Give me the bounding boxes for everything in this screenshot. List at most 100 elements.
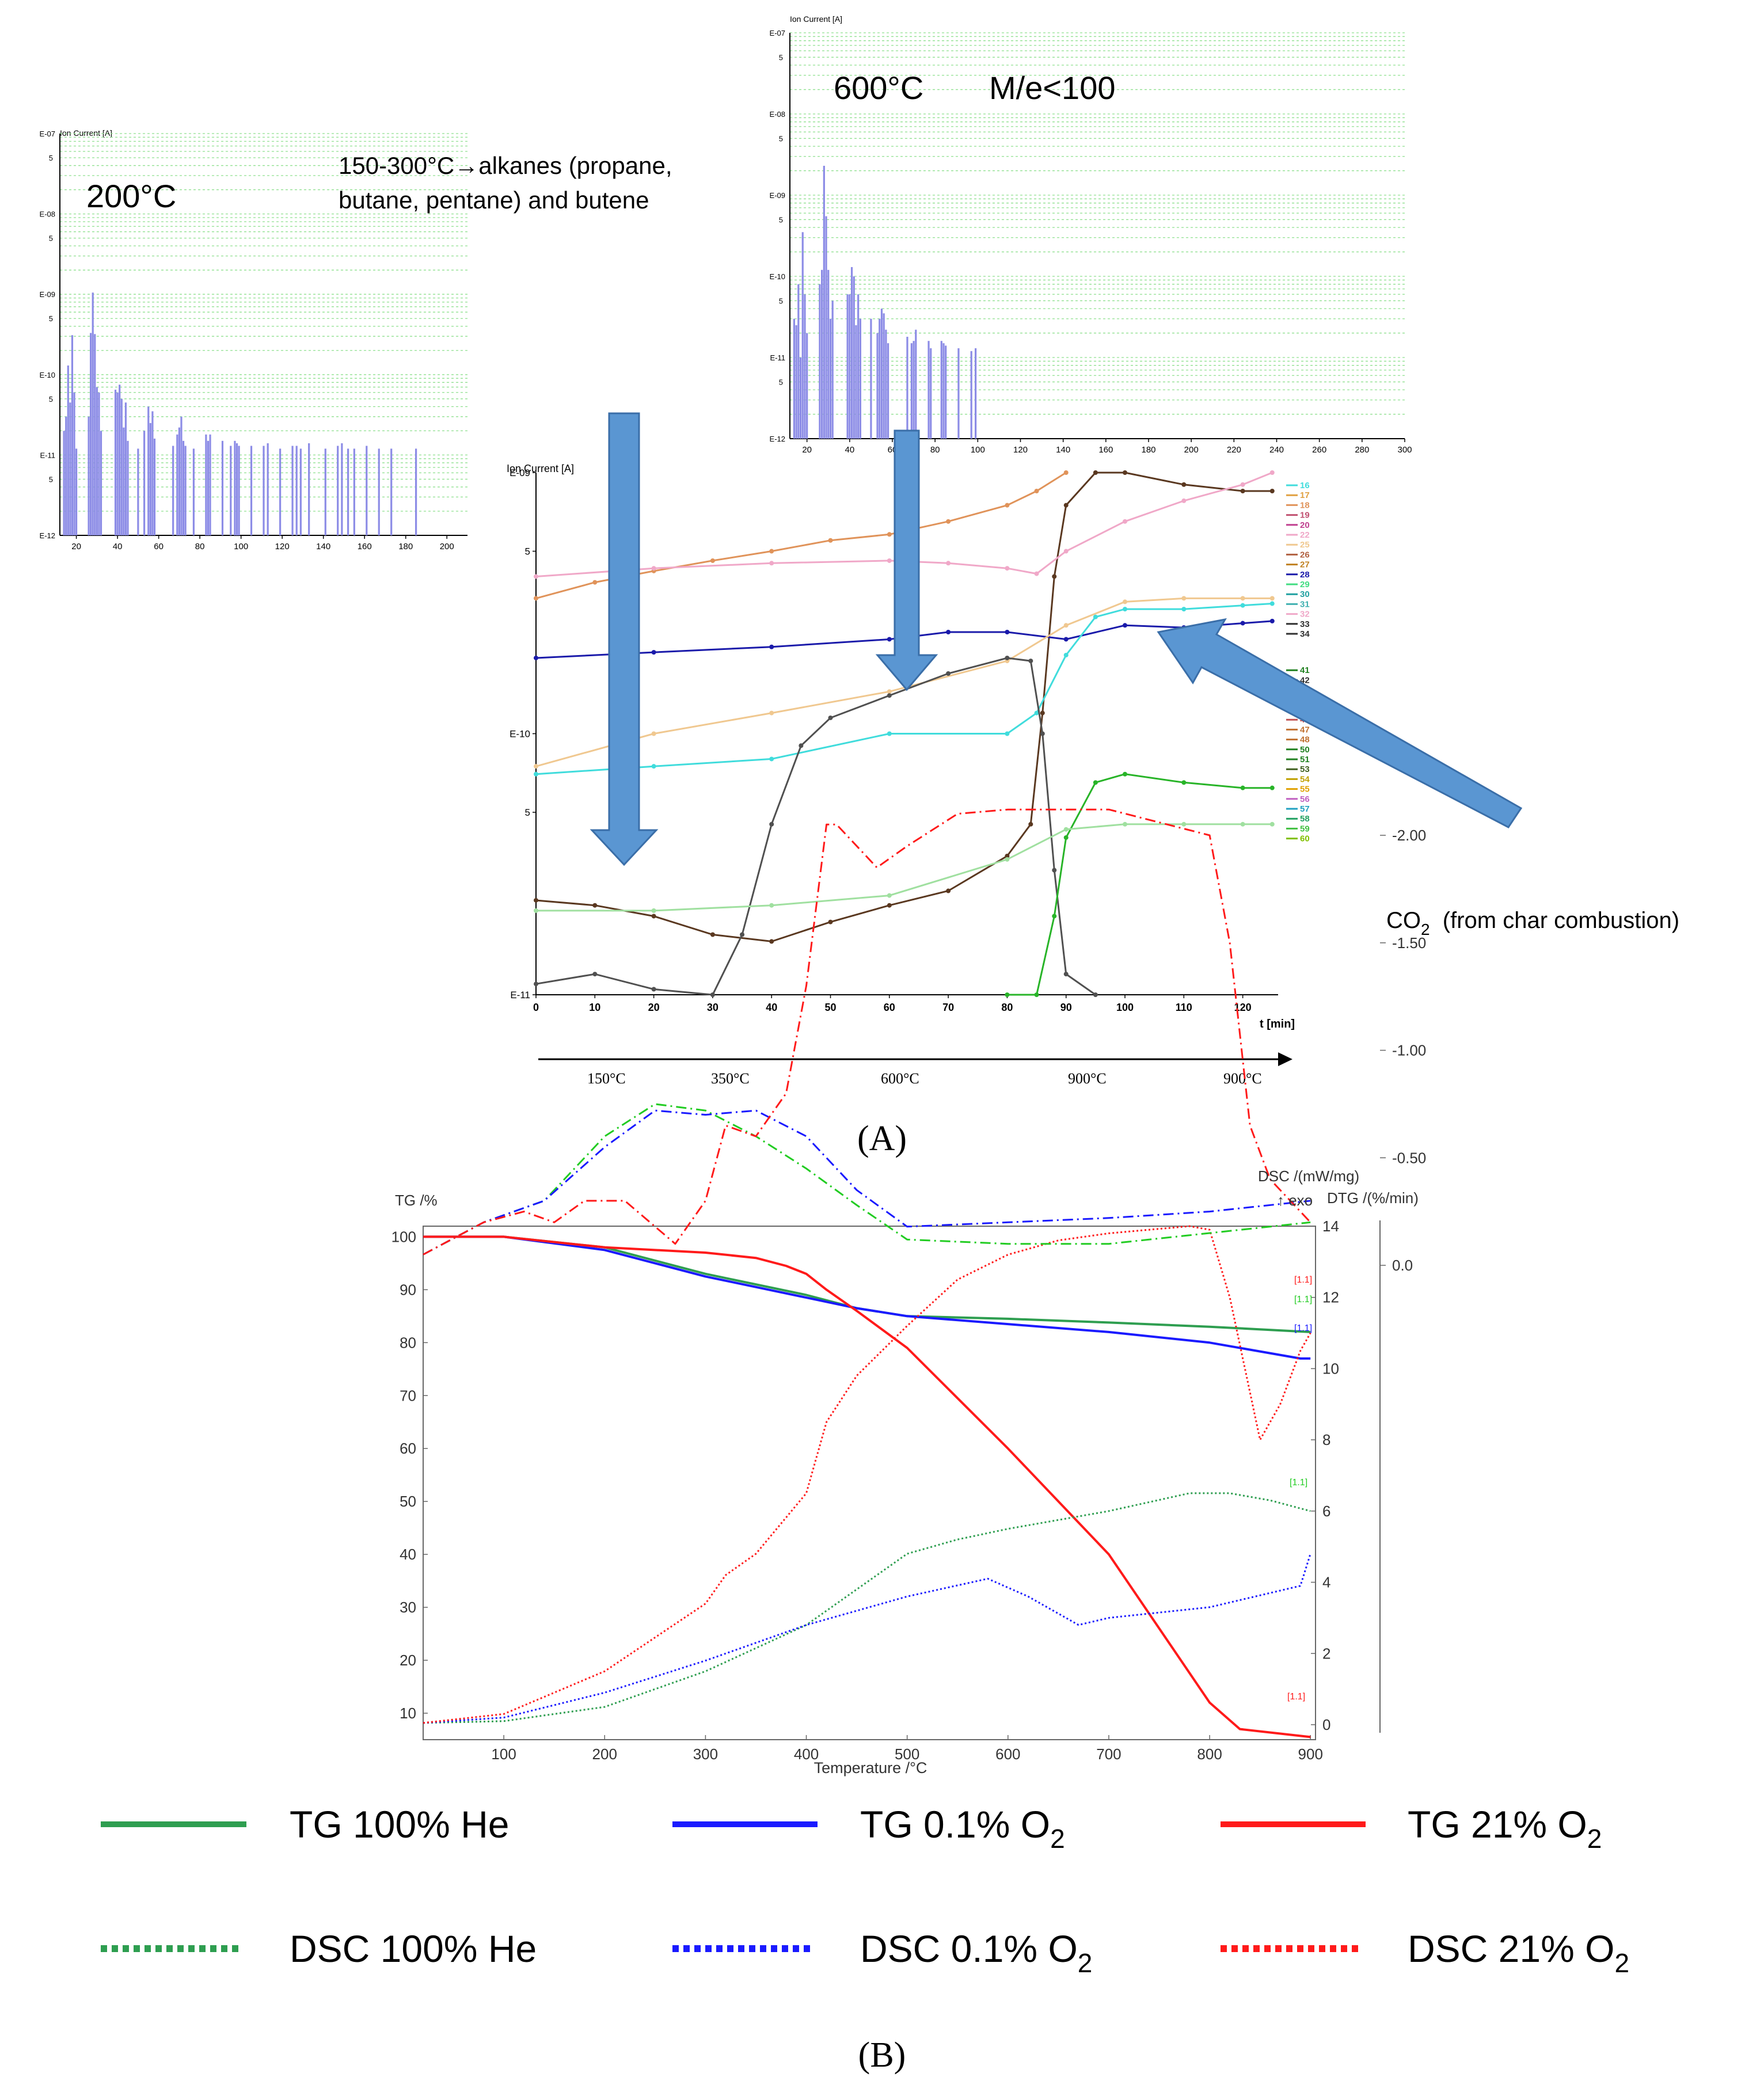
thermal-plot-frame [423, 1226, 1316, 1740]
timeseries-legend-label: 18 [1300, 500, 1310, 510]
tg-y-tick-label: 20 [400, 1652, 416, 1669]
timeseries-marker [1034, 571, 1039, 576]
spectrum-bar [795, 325, 797, 439]
timeseries-legend-label: 28 [1300, 570, 1310, 580]
spectrum-y-tick-label: E-09 [40, 290, 55, 299]
timeseries-legend-label: 22 [1300, 530, 1310, 540]
spectrum-bar [178, 427, 180, 535]
dtg-y-tick-label: -1.50 [1392, 934, 1426, 952]
dsc-y-tick-label: 8 [1322, 1431, 1330, 1448]
spectrum-bar [850, 267, 853, 439]
spectrum-bar [172, 446, 174, 535]
timeseries-marker [534, 764, 538, 769]
timeseries-marker [887, 532, 892, 537]
spectrum-bar [970, 351, 972, 439]
timeseries-marker [1123, 599, 1128, 604]
timeseries-marker [887, 689, 892, 694]
timeseries-marker [1034, 710, 1039, 716]
spectrum-bar [378, 448, 380, 535]
timeseries-line [535, 597, 1272, 767]
spectrum-bar [234, 440, 236, 535]
timeseries-legend-label: 41 [1300, 665, 1310, 675]
timeseries-line [535, 471, 1273, 577]
spectrum-200-axis-title: Ion Current [A] [60, 128, 112, 138]
dsc-axis-label: DSC /(mW/mg) [1258, 1167, 1359, 1185]
timeseries-x-tick-label: 100 [1116, 1002, 1134, 1013]
spectrum-bar [829, 318, 832, 439]
co2-annotation-sub: 2 [1421, 920, 1430, 938]
legend-label-tg-01o2: TG 0.1% O2 [860, 1803, 1065, 1854]
timeseries-y-tick-label: E-11 [510, 990, 530, 1001]
timeseries-marker [1269, 601, 1275, 606]
dtg-y-tick-label: -1.00 [1392, 1042, 1426, 1059]
timeseries-line [535, 603, 1272, 775]
thermal-x-tick-label: 900 [1298, 1745, 1323, 1763]
spectrum-y-tick-label: 5 [49, 395, 53, 404]
timeseries-marker [534, 771, 538, 777]
dsc-y-tick-label: 6 [1322, 1502, 1330, 1520]
spectrum-600-axis-title: Ion Current [A] [790, 14, 842, 24]
timeseries-marker [651, 987, 656, 992]
timeseries-axis-title: Ion Current [A] [507, 463, 574, 474]
timeseries-marker [1269, 618, 1275, 623]
legend-label-dsc-21o2: DSC 21% O2 [1408, 1927, 1629, 1978]
spectrum-bar [337, 446, 339, 535]
timeseries-marker [1123, 607, 1128, 612]
legend-tg-01o2-sub: 2 [1050, 1824, 1065, 1854]
timeseries-marker [1240, 489, 1245, 494]
spectrum-bar [853, 276, 855, 439]
spectrum-y-tick-label: E-11 [40, 451, 56, 459]
timeseries-marker [1005, 731, 1010, 736]
timeseries-legend-label: 25 [1300, 540, 1310, 550]
legend-tg-21o2-text: TG 21% O [1408, 1803, 1587, 1846]
thermal-curve [423, 1492, 1311, 1724]
timeseries-marker [1240, 785, 1245, 790]
timeseries-marker [740, 932, 745, 937]
timeseries-marker [534, 897, 538, 903]
spectrum-x-tick-label: 260 [1312, 445, 1326, 455]
spectrum-bar [230, 446, 232, 535]
timeseries-legend-label: 16 [1300, 481, 1310, 490]
timeseries-marker [1063, 623, 1069, 628]
spectrum-y-tick-label: 5 [49, 314, 53, 323]
spectrum-x-tick-label: 140 [1056, 445, 1070, 455]
timeseries-marker [592, 903, 598, 908]
legend-dsc-21o2-text: DSC 21% O [1408, 1927, 1614, 1970]
spectrum-y-tick-label: 5 [49, 475, 53, 484]
timeseries-marker [1093, 780, 1098, 785]
legend-tg-he-text: TG 100% He [290, 1803, 510, 1846]
spectrum-x-tick-label: 80 [195, 542, 205, 551]
panel-a-label: (A) [857, 1119, 907, 1158]
timeseries-marker [946, 671, 951, 676]
timeseries-marker [887, 731, 892, 736]
spectrum-x-tick-label: 100 [971, 445, 985, 455]
thermal-curve [423, 808, 1311, 1256]
timeseries-marker [1052, 914, 1057, 919]
legend-tg-21o2-sub: 2 [1587, 1824, 1602, 1854]
spectrum-bar [94, 334, 96, 535]
spectrum-600-mass-label: M/e<100 [989, 70, 1116, 106]
spectrum-600-temperature-label: 600°C [834, 70, 923, 106]
spectrum-y-tick-label: 5 [779, 215, 783, 224]
thermal-analysis-panel: 100 200 300 400 500 600 700 800 9001020304050607… [391, 808, 1426, 1777]
spectrum-bar [831, 300, 834, 439]
timeseries-marker [887, 903, 892, 908]
timeseries-marker [1063, 972, 1069, 977]
timeseries-marker [1240, 603, 1245, 608]
exo-marker: ↑ exo [1277, 1192, 1313, 1209]
legend-dsc-01o2-text: DSC 0.1% O [860, 1927, 1078, 1970]
timeseries-legend-label: 30 [1300, 589, 1310, 599]
timeseries-legend-label: 58 [1300, 814, 1310, 824]
timeseries-y-tick-label: 5 [525, 807, 530, 818]
thermal-x-tick-label: 700 [1096, 1745, 1121, 1763]
spectrum-bar [910, 343, 913, 439]
timeseries-marker [799, 743, 804, 748]
spectrum-x-tick-label: 120 [1013, 445, 1028, 455]
timeseries-x-tick-label: 70 [942, 1002, 954, 1013]
timeseries-marker [946, 888, 951, 893]
spectrum-x-tick-label: 200 [440, 542, 454, 551]
timeseries-x-tick-label: 110 [1176, 1002, 1192, 1013]
timeseries-marker [887, 893, 892, 898]
spectrum-bar [819, 284, 821, 439]
spectrum-bar [69, 402, 71, 535]
